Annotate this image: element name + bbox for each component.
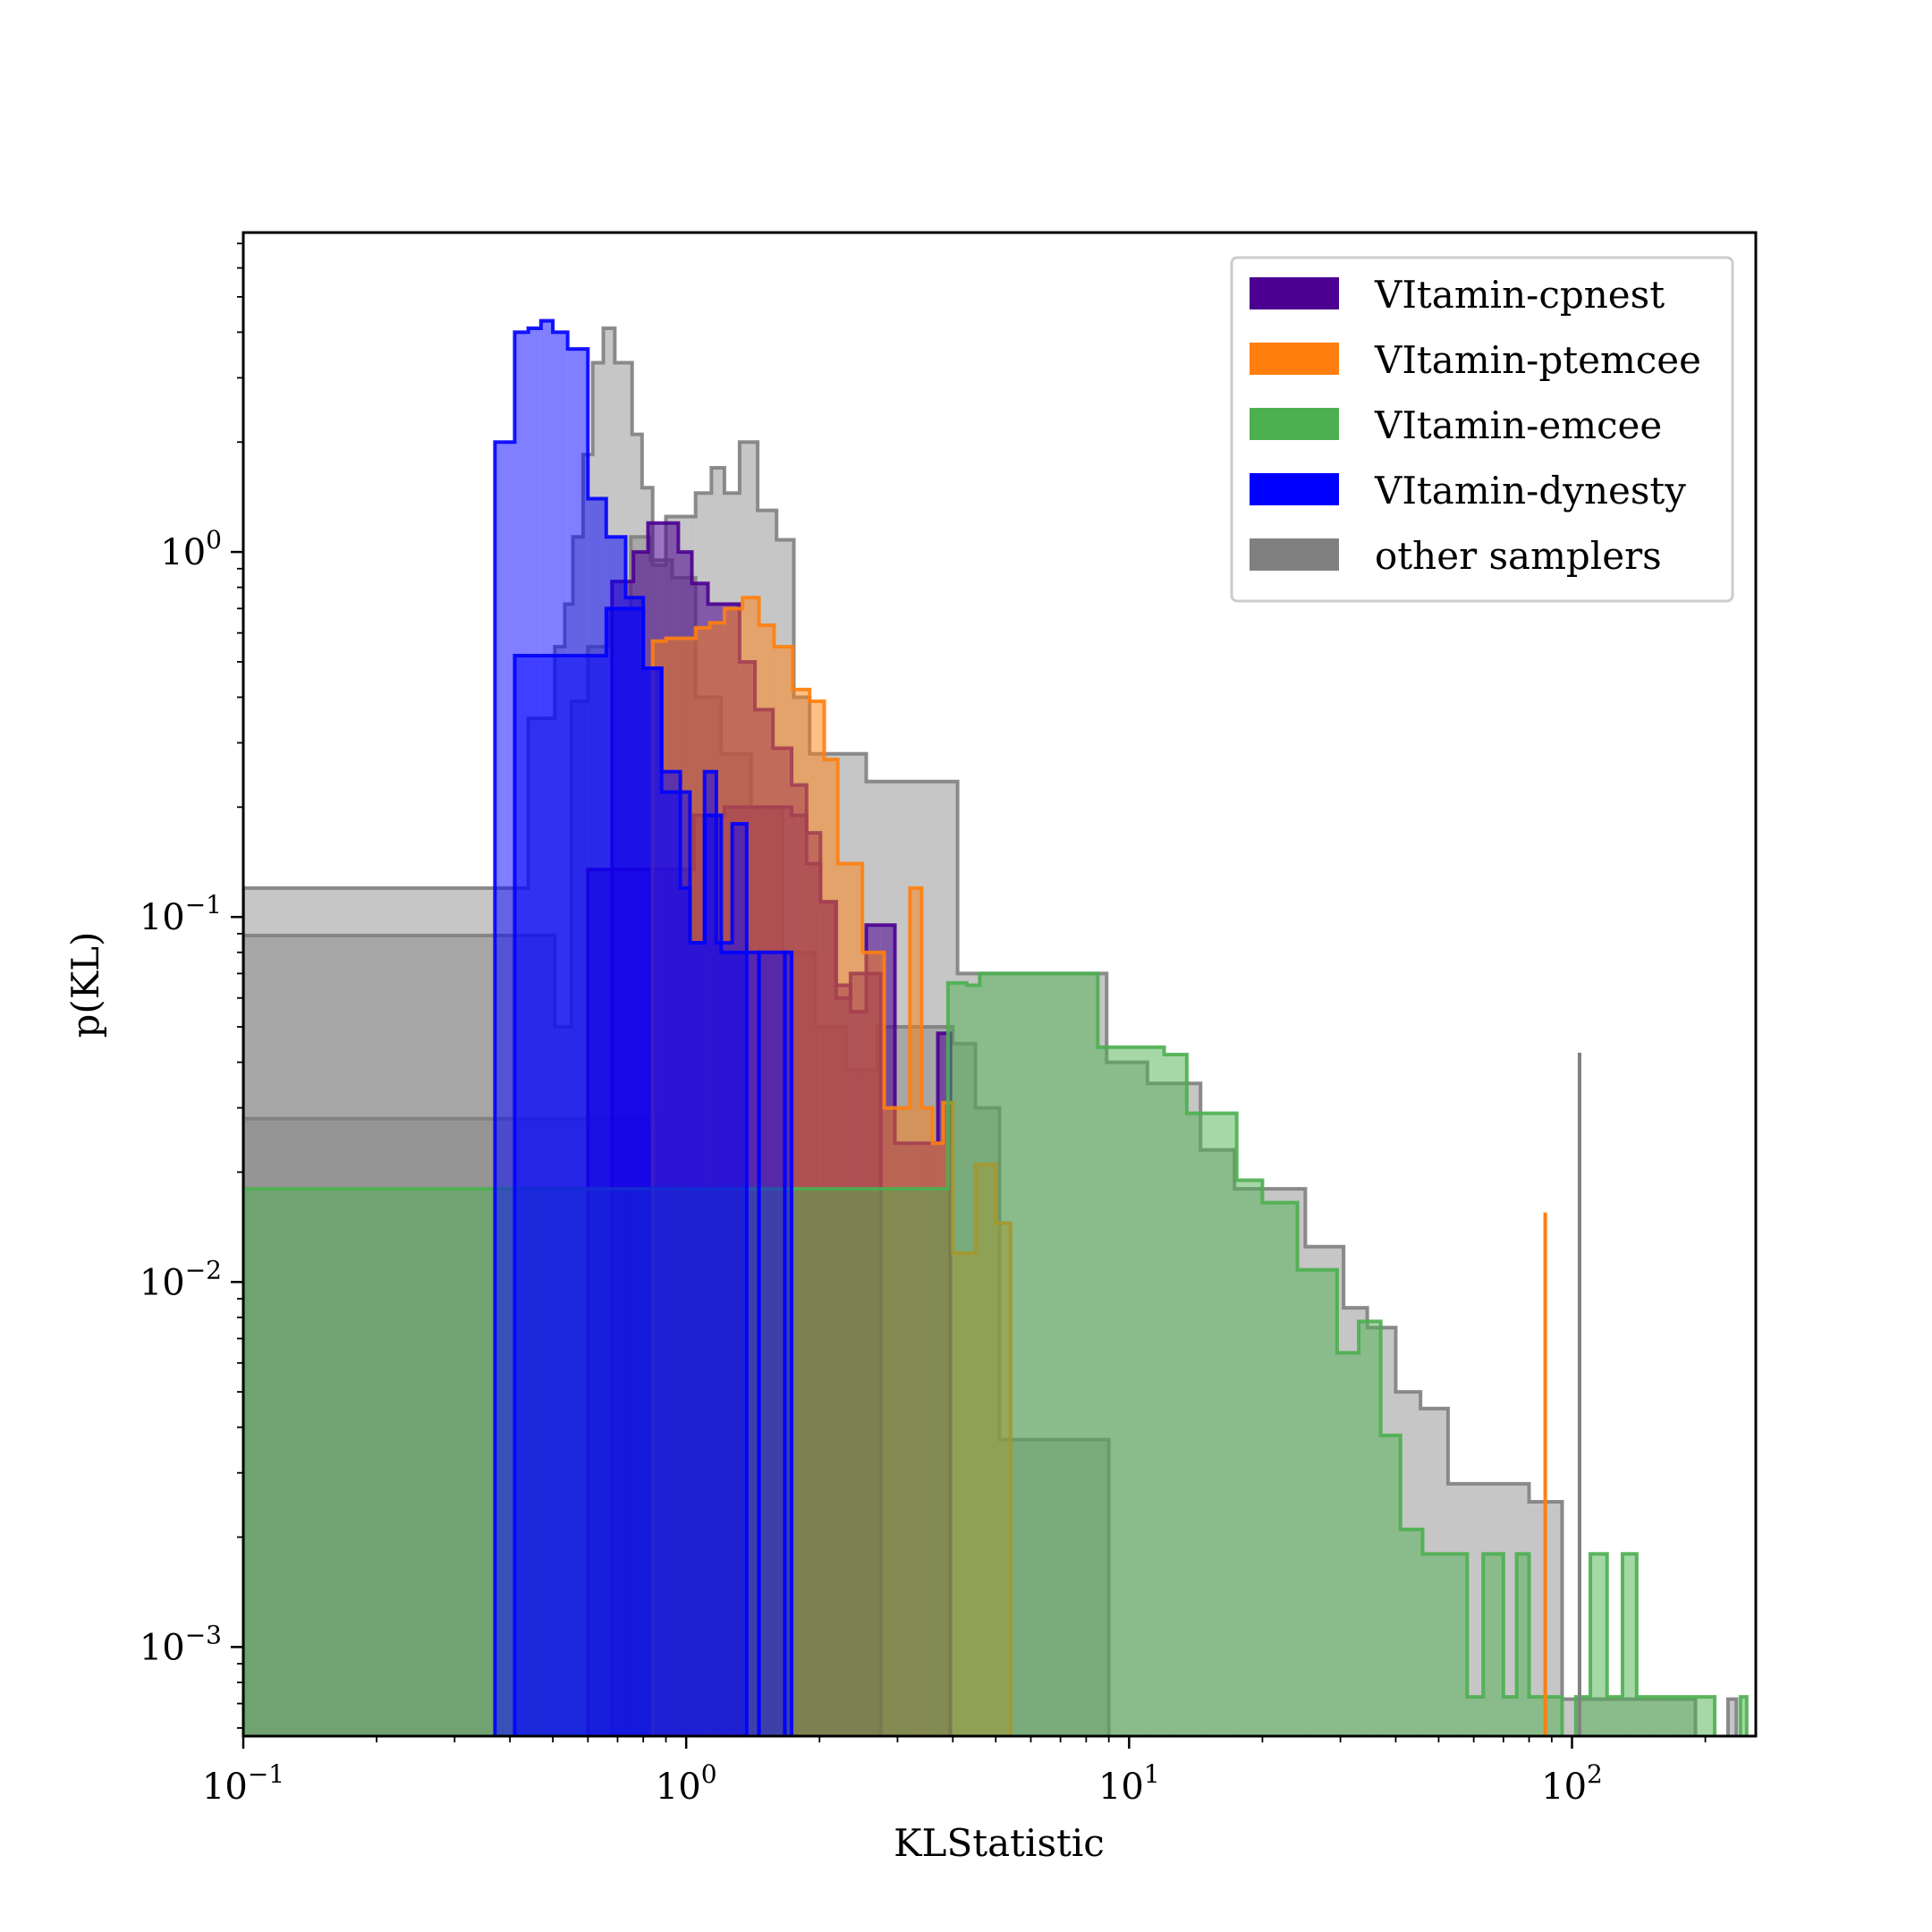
histogram-bar	[1380, 1435, 1401, 1736]
x-axis-title: KLStatistic	[894, 1821, 1105, 1865]
series-vitamin-emcee	[243, 971, 1749, 1736]
legend-swatch	[1250, 473, 1339, 505]
histogram-bar	[784, 952, 792, 1736]
histogram-bar	[704, 815, 722, 1736]
histogram-bar	[495, 442, 515, 1736]
histogram-bar	[674, 792, 691, 1736]
histogram-bar	[1236, 1180, 1263, 1736]
histogram-bar	[1483, 1554, 1504, 1736]
histogram-bar	[690, 942, 705, 1736]
histogram-bar	[1503, 1697, 1517, 1736]
histogram-spikes	[1543, 1052, 1581, 1736]
histogram-bar	[1467, 1697, 1484, 1736]
legend-swatch	[1250, 538, 1339, 571]
histogram-bar	[947, 982, 967, 1736]
histogram-bar	[1359, 1321, 1381, 1736]
histogram-bar	[1622, 1554, 1637, 1736]
histogram-outline	[243, 971, 1749, 1736]
histogram-bar	[1547, 1697, 1563, 1736]
histogram-bar	[979, 973, 1098, 1736]
y-tick-label: 100	[160, 525, 222, 573]
histogram-outline	[513, 606, 794, 1736]
histogram-bar	[1422, 1554, 1446, 1736]
histogram-bar	[1529, 1697, 1548, 1736]
legend-label: VItamin-cpnest	[1374, 273, 1665, 317]
histogram-bar	[1606, 1697, 1623, 1736]
legend-frame	[1230, 256, 1734, 603]
legend-swatch	[1250, 408, 1339, 440]
plot-frame	[242, 231, 1758, 1738]
x-tick-label: 100	[656, 1759, 717, 1808]
histogram-bar	[1740, 1697, 1747, 1736]
histogram-bar	[661, 792, 674, 1736]
y-axis-title: p(KL)	[64, 932, 107, 1038]
histogram-bar	[1590, 1554, 1607, 1736]
x-tick-label: 10−1	[202, 1759, 284, 1808]
legend: VItamin-cpnest VItamin-ptemcee VItamin-emc…	[1230, 256, 1734, 603]
histogram-bar	[1297, 1269, 1337, 1736]
histogram-bars	[243, 318, 1749, 1736]
histogram-bar	[1727, 1699, 1737, 1736]
histogram-bar	[1679, 1697, 1696, 1736]
legend-label: VItamin-ptemcee	[1374, 338, 1701, 382]
histogram-bar	[625, 608, 644, 1736]
histogram-bar	[1695, 1697, 1716, 1736]
legend-label: VItamin-dynesty	[1374, 469, 1686, 513]
histogram-bar	[1562, 1699, 1574, 1736]
histogram-bar	[588, 656, 606, 1736]
legend-swatch	[1250, 343, 1339, 375]
y-tick-label: 10−2	[140, 1255, 222, 1303]
histogram-bar	[1400, 1529, 1423, 1736]
histogram-bar	[1186, 1113, 1237, 1736]
histogram-bar	[1336, 1352, 1360, 1736]
legend-swatch	[1250, 277, 1339, 309]
x-axis: 10−1 100 101 102	[202, 1736, 1707, 1808]
histogram-bar	[721, 952, 739, 1736]
y-tick-label: 10−3	[140, 1620, 222, 1668]
histogram-outline	[243, 326, 1739, 1736]
histogram-bar	[1262, 1202, 1298, 1736]
histogram-bar	[758, 952, 785, 1736]
histogram-bar	[606, 608, 626, 1736]
legend-label: other samplers	[1375, 534, 1662, 578]
histogram-bar	[1445, 1554, 1468, 1736]
series-vitamin-dynesty	[513, 606, 794, 1736]
histogram-bar	[738, 952, 759, 1736]
histogram-bar	[643, 668, 662, 1736]
histogram-bar	[1097, 1046, 1165, 1736]
x-tick-label: 101	[1098, 1759, 1160, 1808]
histogram-bar	[1516, 1554, 1530, 1736]
legend-label: VItamin-emcee	[1374, 403, 1662, 447]
histogram-bar	[1164, 1054, 1187, 1736]
x-tick-label: 102	[1541, 1759, 1603, 1808]
y-axis: 100 10−1 10−2 10−3	[140, 242, 243, 1729]
histogram-bar	[966, 985, 980, 1736]
histogram-bar	[1662, 1697, 1680, 1736]
histogram-bar	[514, 656, 589, 1736]
y-tick-label: 10−1	[140, 890, 222, 938]
histogram-bar	[1636, 1697, 1663, 1736]
